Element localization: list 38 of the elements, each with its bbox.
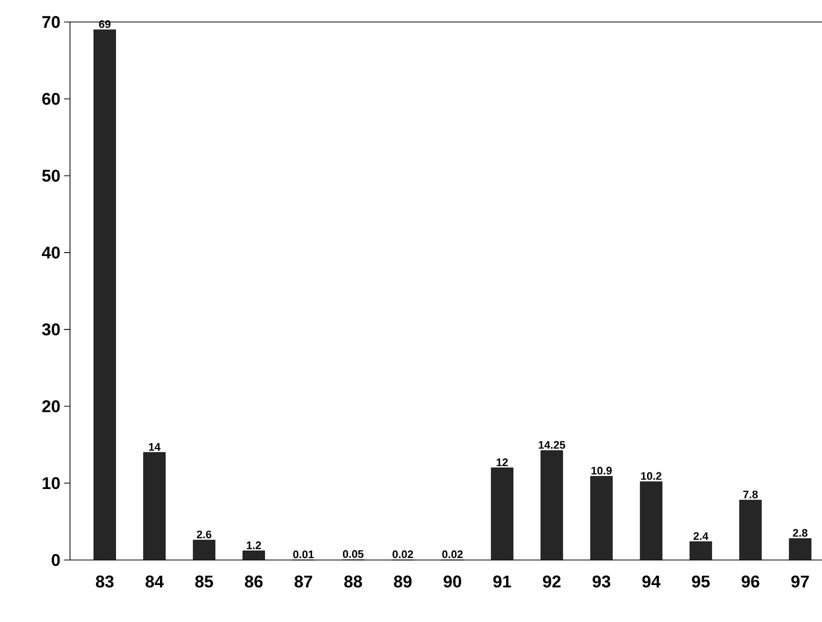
data-label: 10.9 [591, 466, 612, 475]
x-tick-label: 90 [444, 576, 462, 588]
data-label: 14 [149, 443, 160, 451]
data-label: 2.8 [792, 529, 808, 537]
y-tick-label: 70 [42, 16, 60, 28]
y-tick-label: 0 [52, 554, 60, 566]
x-tick-label: 88 [344, 576, 362, 588]
x-tick-label: 83 [96, 576, 114, 588]
data-label: 69 [99, 20, 110, 28]
data-label: 0.01 [293, 550, 314, 558]
y-tick-label: 40 [42, 246, 60, 259]
x-tick-label: 85 [195, 576, 214, 588]
x-tick-label: 95 [692, 576, 710, 588]
data-label: 0.05 [342, 550, 364, 558]
data-label: 2.6 [196, 530, 212, 538]
x-tick-label: 92 [542, 576, 561, 588]
y-tick-label: 30 [42, 323, 60, 336]
y-tick-label: 10 [42, 477, 60, 490]
y-tick-label: 50 [42, 170, 60, 182]
data-label: 1.2 [246, 541, 261, 550]
x-tick-label: 97 [791, 576, 809, 588]
data-label: 0.02 [392, 550, 414, 558]
data-label: 14.25 [538, 441, 566, 449]
x-tick-label: 91 [493, 576, 512, 588]
data-label: 0.02 [442, 550, 463, 558]
x-tick-label: 89 [394, 576, 412, 588]
data-label: 12 [496, 458, 508, 466]
x-tick-label: 87 [294, 576, 312, 588]
x-tick-label: 93 [592, 576, 610, 588]
x-tick-label: 94 [642, 576, 660, 588]
data-label: 2.4 [694, 532, 708, 540]
x-tick-label: 96 [742, 576, 760, 588]
y-tick-label: 20 [42, 400, 60, 412]
y-tick-label: 60 [42, 92, 60, 105]
x-tick-label: 84 [146, 576, 164, 588]
data-label: 10.2 [641, 472, 662, 480]
data-label: 7.8 [743, 490, 758, 498]
x-tick-label: 86 [244, 576, 263, 588]
